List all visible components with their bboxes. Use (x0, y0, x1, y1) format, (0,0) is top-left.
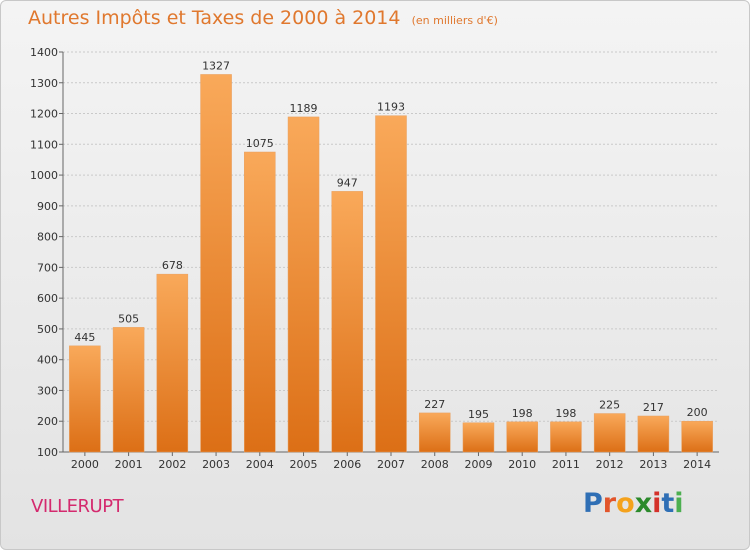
bar (550, 421, 582, 453)
y-tick-label: 1000 (30, 169, 58, 182)
y-tick-label: 600 (37, 292, 58, 305)
bar (331, 191, 364, 453)
y-tick-label: 500 (37, 323, 58, 336)
bar-value-label: 1193 (377, 101, 405, 114)
chart-title-unit: (en milliers d'€) (411, 14, 498, 27)
bar-value-label: 225 (599, 399, 620, 412)
x-tick-label: 2004 (246, 458, 274, 471)
logo-letter: P (583, 488, 603, 519)
logo-letter: o (616, 488, 635, 519)
x-tick-label: 2013 (639, 458, 667, 471)
bar-value-label: 227 (424, 398, 445, 411)
proxiti-logo: Proxiti (583, 488, 684, 519)
bar-value-label: 1075 (246, 137, 274, 150)
y-tick-label: 1400 (30, 46, 58, 59)
x-tick-label: 2001 (115, 458, 143, 471)
logo-letter: t (661, 488, 675, 519)
x-tick-label: 2014 (683, 458, 711, 471)
y-tick-label: 100 (37, 446, 58, 459)
bar-value-label: 445 (74, 331, 95, 344)
bar-value-label: 505 (118, 312, 139, 325)
bar (375, 115, 407, 453)
bar-value-label: 198 (512, 407, 533, 420)
bars (69, 74, 713, 453)
bar (112, 327, 145, 453)
y-tick-label: 900 (37, 200, 58, 213)
x-tick-label: 2000 (71, 458, 99, 471)
bar (418, 412, 451, 453)
x-tick-label: 2009 (464, 458, 492, 471)
bar (200, 74, 232, 453)
bar-value-label: 195 (468, 408, 489, 421)
y-tick-label: 200 (37, 415, 58, 428)
x-tick-label: 2006 (333, 458, 361, 471)
y-tick-label: 1200 (30, 108, 58, 121)
bar-value-label: 1189 (290, 102, 318, 115)
x-tick-label: 2003 (202, 458, 230, 471)
logo-letter: i (674, 488, 684, 519)
data-labels: 445 505 678 1327 1075 1189 947 1193 227 195 198 198… (74, 59, 707, 420)
bar (287, 116, 320, 453)
bar-value-label: 198 (555, 407, 576, 420)
bar-value-label: 217 (643, 401, 664, 414)
y-tick-label: 800 (37, 231, 58, 244)
bar (244, 151, 276, 453)
bar-value-label: 678 (162, 259, 183, 272)
bar-value-label: 947 (337, 176, 358, 189)
x-tick-label: 2008 (421, 458, 449, 471)
x-tick-label: 2002 (158, 458, 186, 471)
y-tick-label: 1300 (30, 77, 58, 90)
chart-title-main: Autres Impôts et Taxes de 2000 à 2014 (28, 7, 401, 29)
y-tick-label: 300 (37, 384, 58, 397)
axes: 100 200 300 400 500 600 700 800 900 1000 1100 1200 1… (30, 46, 719, 471)
y-tick-label: 700 (37, 261, 58, 274)
x-tick-label: 2010 (508, 458, 536, 471)
x-tick-label: 2012 (596, 458, 624, 471)
logo-letter: i (652, 488, 662, 519)
x-tick-label: 2005 (290, 458, 318, 471)
logo-letter: x (634, 488, 653, 519)
bar (637, 415, 670, 453)
bar (156, 273, 189, 453)
logo-letter: r (602, 488, 617, 519)
bar (506, 421, 538, 453)
y-tick-label: 400 (37, 354, 58, 367)
bar (462, 422, 495, 453)
y-tick-label: 1100 (30, 138, 58, 151)
bar-value-label: 1327 (202, 59, 230, 72)
bar-value-label: 200 (687, 406, 708, 419)
bar (593, 413, 626, 453)
bar (69, 345, 101, 453)
bar (681, 420, 713, 453)
x-tick-label: 2011 (552, 458, 580, 471)
chart-title: Autres Impôts et Taxes de 2000 à 2014 (e… (28, 7, 498, 29)
commune-name: VILLERUPT (31, 496, 124, 517)
x-tick-label: 2007 (377, 458, 405, 471)
